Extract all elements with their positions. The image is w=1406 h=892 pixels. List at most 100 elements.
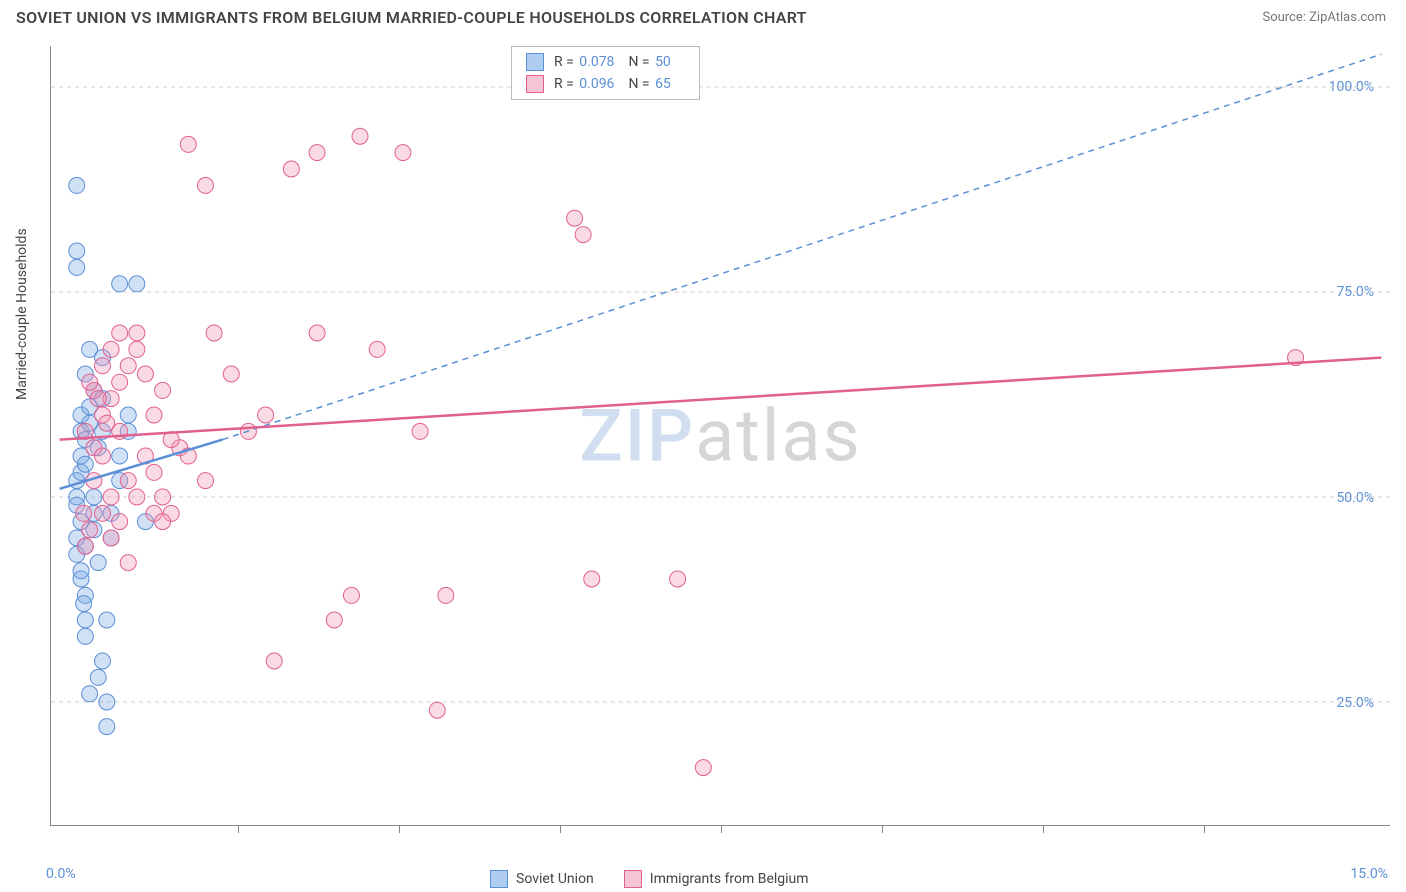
legend-n-value-0: 50 <box>655 54 671 70</box>
legend-stats: R = 0.078 N = 50 R = 0.096 N = 65 <box>511 46 700 100</box>
legend-r-value-1: 0.096 <box>579 76 614 92</box>
scatter-point <box>326 612 342 628</box>
scatter-point <box>95 653 111 669</box>
scatter-point <box>90 555 106 571</box>
scatter-point <box>198 473 214 489</box>
scatter-point <box>103 341 119 357</box>
chart-svg <box>51 46 1390 825</box>
scatter-point <box>429 702 445 718</box>
scatter-point <box>82 686 98 702</box>
scatter-point <box>575 227 591 243</box>
scatter-point <box>129 325 145 341</box>
legend-n-label-1: N = <box>628 76 653 92</box>
legend-bottom-label-0: Soviet Union <box>516 871 594 887</box>
legend-r-label-1: R = <box>554 76 577 92</box>
scatter-point <box>369 341 385 357</box>
x-tick <box>1204 825 1205 833</box>
legend-r-value-0: 0.078 <box>579 54 614 70</box>
legend-bottom-swatch-1 <box>624 870 642 888</box>
scatter-point <box>69 259 85 275</box>
scatter-point <box>69 177 85 193</box>
scatter-point <box>95 448 111 464</box>
scatter-point <box>567 210 583 226</box>
scatter-point <box>99 415 115 431</box>
legend-stats-row-0: R = 0.078 N = 50 <box>526 51 685 73</box>
y-axis-label: Married-couple Households <box>14 228 30 400</box>
scatter-point <box>129 489 145 505</box>
scatter-point <box>352 128 368 144</box>
scatter-point <box>90 391 106 407</box>
scatter-point <box>86 489 102 505</box>
scatter-point <box>223 366 239 382</box>
scatter-point <box>112 514 128 530</box>
scatter-point <box>99 694 115 710</box>
legend-bottom-item-1: Immigrants from Belgium <box>624 870 809 888</box>
chart-header: SOVIET UNION VS IMMIGRANTS FROM BELGIUM … <box>0 0 1406 31</box>
scatter-point <box>155 489 171 505</box>
scatter-point <box>395 145 411 161</box>
scatter-point <box>206 325 222 341</box>
legend-n-value-1: 65 <box>655 76 671 92</box>
scatter-point <box>155 514 171 530</box>
scatter-point <box>309 325 325 341</box>
scatter-point <box>129 341 145 357</box>
x-tick <box>882 825 883 833</box>
scatter-point <box>112 448 128 464</box>
scatter-point <box>73 563 89 579</box>
legend-bottom-label-1: Immigrants from Belgium <box>650 871 809 887</box>
scatter-point <box>90 669 106 685</box>
trend-line-dashed <box>223 54 1382 439</box>
scatter-point <box>103 489 119 505</box>
legend-swatch-1 <box>526 75 544 93</box>
scatter-point <box>76 596 92 612</box>
scatter-point <box>95 505 111 521</box>
scatter-point <box>120 358 136 374</box>
chart-title: SOVIET UNION VS IMMIGRANTS FROM BELGIUM … <box>16 8 807 27</box>
scatter-point <box>695 760 711 776</box>
scatter-point <box>309 145 325 161</box>
scatter-point <box>412 423 428 439</box>
x-tick <box>560 825 561 833</box>
scatter-point <box>77 538 93 554</box>
scatter-point <box>146 407 162 423</box>
scatter-point <box>438 587 454 603</box>
x-tick-label-min: 0.0% <box>46 866 76 882</box>
scatter-point <box>584 571 600 587</box>
scatter-point <box>103 530 119 546</box>
scatter-point <box>77 628 93 644</box>
gridlines <box>51 87 1390 702</box>
scatter-point <box>343 587 359 603</box>
scatter-point <box>82 374 98 390</box>
scatter-point <box>112 325 128 341</box>
scatter-point <box>69 243 85 259</box>
scatter-point <box>180 136 196 152</box>
scatter-point <box>82 522 98 538</box>
x-tick <box>399 825 400 833</box>
scatter-point <box>258 407 274 423</box>
scatter-point <box>112 276 128 292</box>
x-tick-label-max: 15.0% <box>1350 866 1388 882</box>
scatter-point <box>120 407 136 423</box>
scatter-point <box>77 456 93 472</box>
legend-swatch-0 <box>526 53 544 71</box>
scatter-point <box>198 177 214 193</box>
x-tick <box>721 825 722 833</box>
scatter-point <box>112 374 128 390</box>
legend-bottom-item-0: Soviet Union <box>490 870 594 888</box>
legend-n-label-0: N = <box>628 54 653 70</box>
scatter-point <box>120 473 136 489</box>
scatter-point <box>146 464 162 480</box>
scatter-point <box>137 366 153 382</box>
scatter-point <box>670 571 686 587</box>
chart-plot-area: ZIPatlas R = 0.078N = 50 R = 0.096N = 65… <box>50 46 1390 826</box>
scatter-point <box>77 612 93 628</box>
scatter-point <box>99 719 115 735</box>
scatter-point <box>266 653 282 669</box>
trend-lines <box>60 54 1382 489</box>
scatter-points <box>69 128 1304 775</box>
scatter-point <box>155 382 171 398</box>
legend-r-label-0: R = <box>554 54 577 70</box>
x-tick <box>1043 825 1044 833</box>
legend-bottom-swatch-0 <box>490 870 508 888</box>
scatter-point <box>99 612 115 628</box>
